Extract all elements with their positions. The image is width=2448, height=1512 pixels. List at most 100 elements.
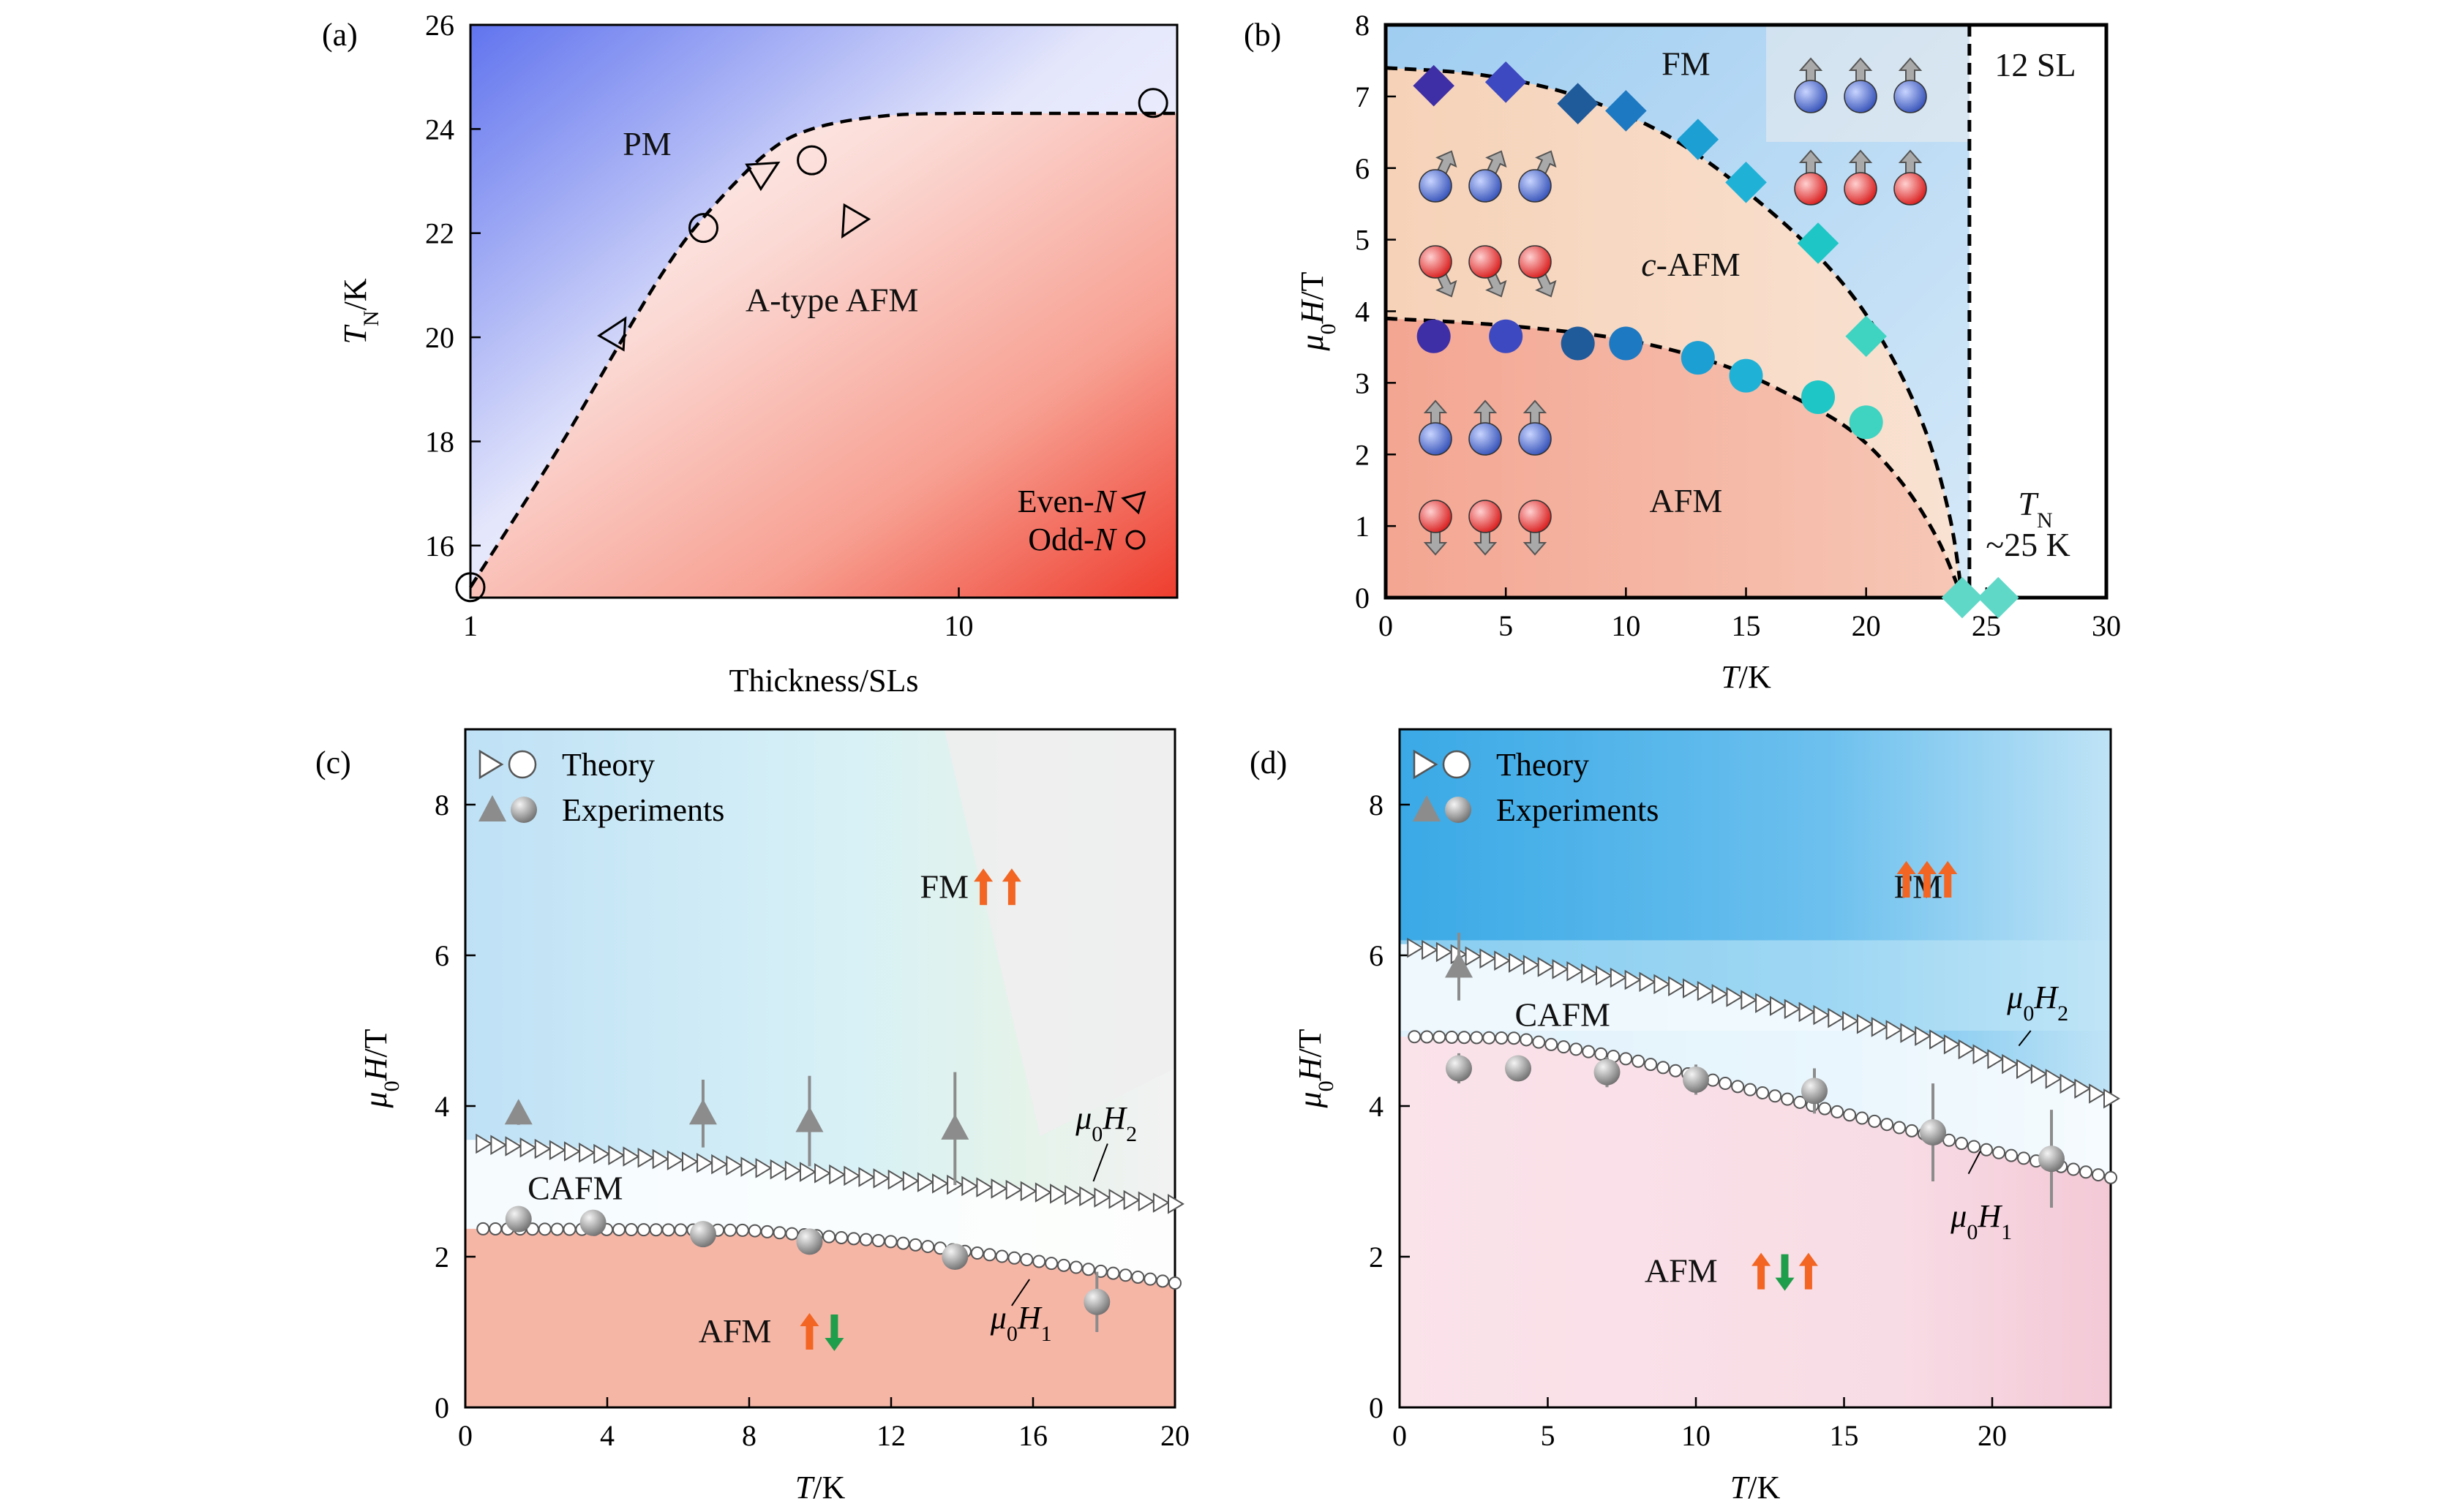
legend-odd-label: Odd-N bbox=[1028, 522, 1117, 557]
theory-h2-point bbox=[1020, 1181, 1037, 1202]
theory-h2-point bbox=[799, 1162, 816, 1182]
theory-h2-point bbox=[1842, 1010, 1860, 1031]
panel-b-xtick-label: 0 bbox=[1378, 609, 1393, 642]
theory-h1-point bbox=[637, 1223, 650, 1237]
x-axis-label: T/K bbox=[1721, 659, 1771, 695]
theory-h1-point bbox=[1081, 1263, 1095, 1276]
panel-d-ytick-label: 6 bbox=[1369, 939, 1383, 972]
afm-up-arrow bbox=[1751, 1252, 1771, 1290]
panel-b-xtick-label: 30 bbox=[2092, 609, 2121, 642]
theory-h2-point bbox=[991, 1178, 1008, 1199]
even-n-point bbox=[597, 316, 627, 352]
theory-h2-point bbox=[844, 1165, 861, 1186]
theory-h2-point bbox=[681, 1151, 699, 1172]
exp-h1-point bbox=[942, 1244, 969, 1270]
h1-pointer bbox=[1967, 1151, 1981, 1175]
theory-h2-point bbox=[770, 1159, 787, 1180]
theory-h1-point bbox=[1992, 1146, 2006, 1159]
panel-c-ytick-label: 0 bbox=[435, 1391, 449, 1424]
theory-h2-point bbox=[2030, 1064, 2048, 1084]
theory-h2-point bbox=[1596, 965, 1612, 986]
theory-h2-point bbox=[814, 1163, 832, 1184]
cafm-spin-red-sphere bbox=[1518, 245, 1552, 279]
h1-circle bbox=[1801, 380, 1835, 414]
theory-h2-point bbox=[2060, 1073, 2077, 1094]
exp-h2-point bbox=[1445, 952, 1473, 978]
legend-exp-triangle bbox=[1413, 795, 1441, 821]
theory-h1-point bbox=[773, 1226, 786, 1240]
theory-h1-point bbox=[1656, 1061, 1670, 1075]
region-fm: FM bbox=[1662, 45, 1710, 83]
region-cafm: c-AFM bbox=[1641, 246, 1740, 283]
theory-h1-point bbox=[2017, 1151, 2031, 1165]
panel-b-ytick-label: 2 bbox=[1355, 438, 1370, 471]
theory-h2-point bbox=[1422, 939, 1439, 960]
fm-up-arrow bbox=[1896, 861, 1916, 898]
theory-h2-point bbox=[2002, 1053, 2019, 1075]
h1-circle bbox=[1729, 358, 1763, 393]
exp-h1-point bbox=[689, 1221, 716, 1248]
x-axis-label: T/K bbox=[1730, 1470, 1781, 1505]
theory-h1-point bbox=[1057, 1258, 1071, 1272]
theory-h1-point bbox=[2079, 1165, 2093, 1179]
theory-h2-point bbox=[505, 1136, 522, 1156]
theory-h2-point bbox=[1726, 987, 1743, 1007]
panel-c-ytick-label: 2 bbox=[435, 1241, 449, 1274]
panel-d-xtick-label: 15 bbox=[1830, 1419, 1859, 1452]
theory-h1-point bbox=[1557, 1040, 1571, 1054]
theory-h2-point bbox=[1682, 978, 1700, 998]
panel-a-ytick-label: 16 bbox=[425, 530, 454, 563]
theory-h1-point bbox=[1644, 1058, 1658, 1072]
h2-diamond bbox=[1797, 222, 1839, 264]
panel-d-background bbox=[1400, 729, 2111, 1407]
panel-a-ytick-label: 18 bbox=[425, 425, 454, 458]
exp-h1-point bbox=[505, 1206, 532, 1233]
theory-h2-point bbox=[1885, 1020, 1903, 1040]
h1-circle bbox=[1609, 326, 1643, 361]
theory-h2-point bbox=[1697, 981, 1714, 1001]
afm-spin-blue-sphere bbox=[1518, 422, 1552, 456]
theory-h2-point bbox=[2103, 1088, 2120, 1109]
h2-diamond bbox=[1677, 119, 1719, 160]
theory-h1-point bbox=[1168, 1276, 1182, 1290]
fm-up-arrow bbox=[974, 868, 994, 906]
fm-spin-red-sphere bbox=[1794, 172, 1828, 206]
theory-h1-point bbox=[1582, 1045, 1596, 1058]
h2-diamond bbox=[1413, 64, 1454, 107]
panel-b-xtick-label: 10 bbox=[1611, 609, 1640, 642]
region-cafm: CAFM bbox=[527, 1169, 623, 1206]
x-axis-label: Thickness/SLs bbox=[729, 663, 918, 699]
h2-diamond bbox=[1845, 315, 1887, 358]
theory-h2-point bbox=[1435, 941, 1453, 963]
theory-h2-point bbox=[1769, 996, 1787, 1017]
pm-region bbox=[1969, 25, 2106, 598]
theory-h1-point bbox=[1831, 1105, 1844, 1118]
theory-h1-point bbox=[563, 1222, 577, 1236]
odd-n-point bbox=[455, 572, 486, 603]
legend-exp-triangle bbox=[478, 795, 506, 821]
theory-h2-point bbox=[740, 1156, 758, 1177]
theory-h1-point bbox=[1793, 1095, 1807, 1109]
region-label: A-type AFM bbox=[746, 282, 918, 319]
theory-h1-point bbox=[1569, 1042, 1583, 1056]
panel-c-xtick-label: 20 bbox=[1160, 1419, 1190, 1452]
theory-h2-point bbox=[652, 1148, 669, 1170]
theory-h2-point bbox=[1987, 1049, 2005, 1069]
annotation-12sl: 12 SL bbox=[1994, 46, 2076, 83]
theory-h1-point bbox=[1967, 1140, 1981, 1154]
theory-h2-point bbox=[593, 1143, 611, 1165]
theory-h2-point bbox=[873, 1168, 890, 1189]
h1-circle bbox=[1681, 341, 1715, 375]
theory-h2-point bbox=[1929, 1029, 1947, 1050]
theory-h2-point bbox=[1755, 993, 1773, 1013]
theory-h2-point bbox=[858, 1167, 876, 1187]
theory-h1-point bbox=[1905, 1124, 1919, 1137]
theory-h2-point bbox=[1537, 957, 1555, 977]
panel-b-xtick-label: 20 bbox=[1852, 609, 1881, 642]
afm-spin-blue-sphere bbox=[1468, 422, 1502, 456]
theory-h2-point bbox=[1168, 1194, 1184, 1214]
theory-h2-point bbox=[1050, 1184, 1067, 1204]
theory-h2-point bbox=[932, 1173, 949, 1194]
cafm-spin-red-sphere bbox=[1468, 245, 1502, 279]
exp-h1-point bbox=[1446, 1055, 1472, 1082]
